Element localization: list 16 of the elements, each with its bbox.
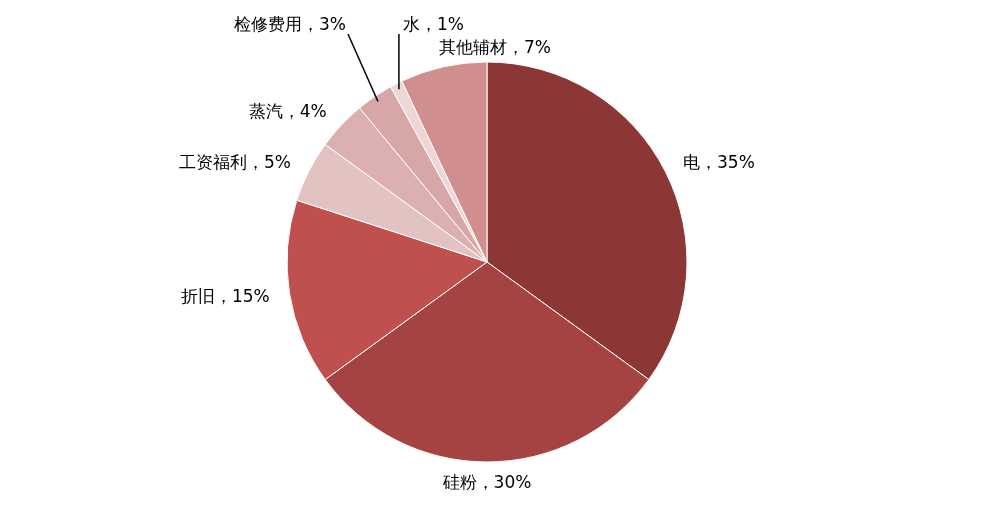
slice-label: 电 — [683, 152, 701, 173]
data-label: ，4% — [282, 101, 327, 122]
data-label: ，7% — [507, 37, 551, 58]
data-label: ，35% — [700, 152, 755, 173]
data-label: ，1% — [419, 14, 464, 34]
slice-label: 水 — [402, 14, 420, 34]
slice-label: 硅粉 — [441, 472, 477, 492]
slice-label: 蒸汽 — [248, 101, 283, 122]
slice-label: 工资福利 — [178, 152, 247, 173]
data-label: ，15% — [214, 286, 270, 307]
slice-label: 折旧 — [180, 286, 215, 307]
slice-label: 其他辅材 — [439, 37, 508, 58]
data-label: ，30% — [476, 472, 532, 492]
data-label: ，3% — [301, 14, 346, 34]
slice-label: 检修费用 — [233, 14, 302, 34]
data-label: ，5% — [246, 152, 291, 173]
